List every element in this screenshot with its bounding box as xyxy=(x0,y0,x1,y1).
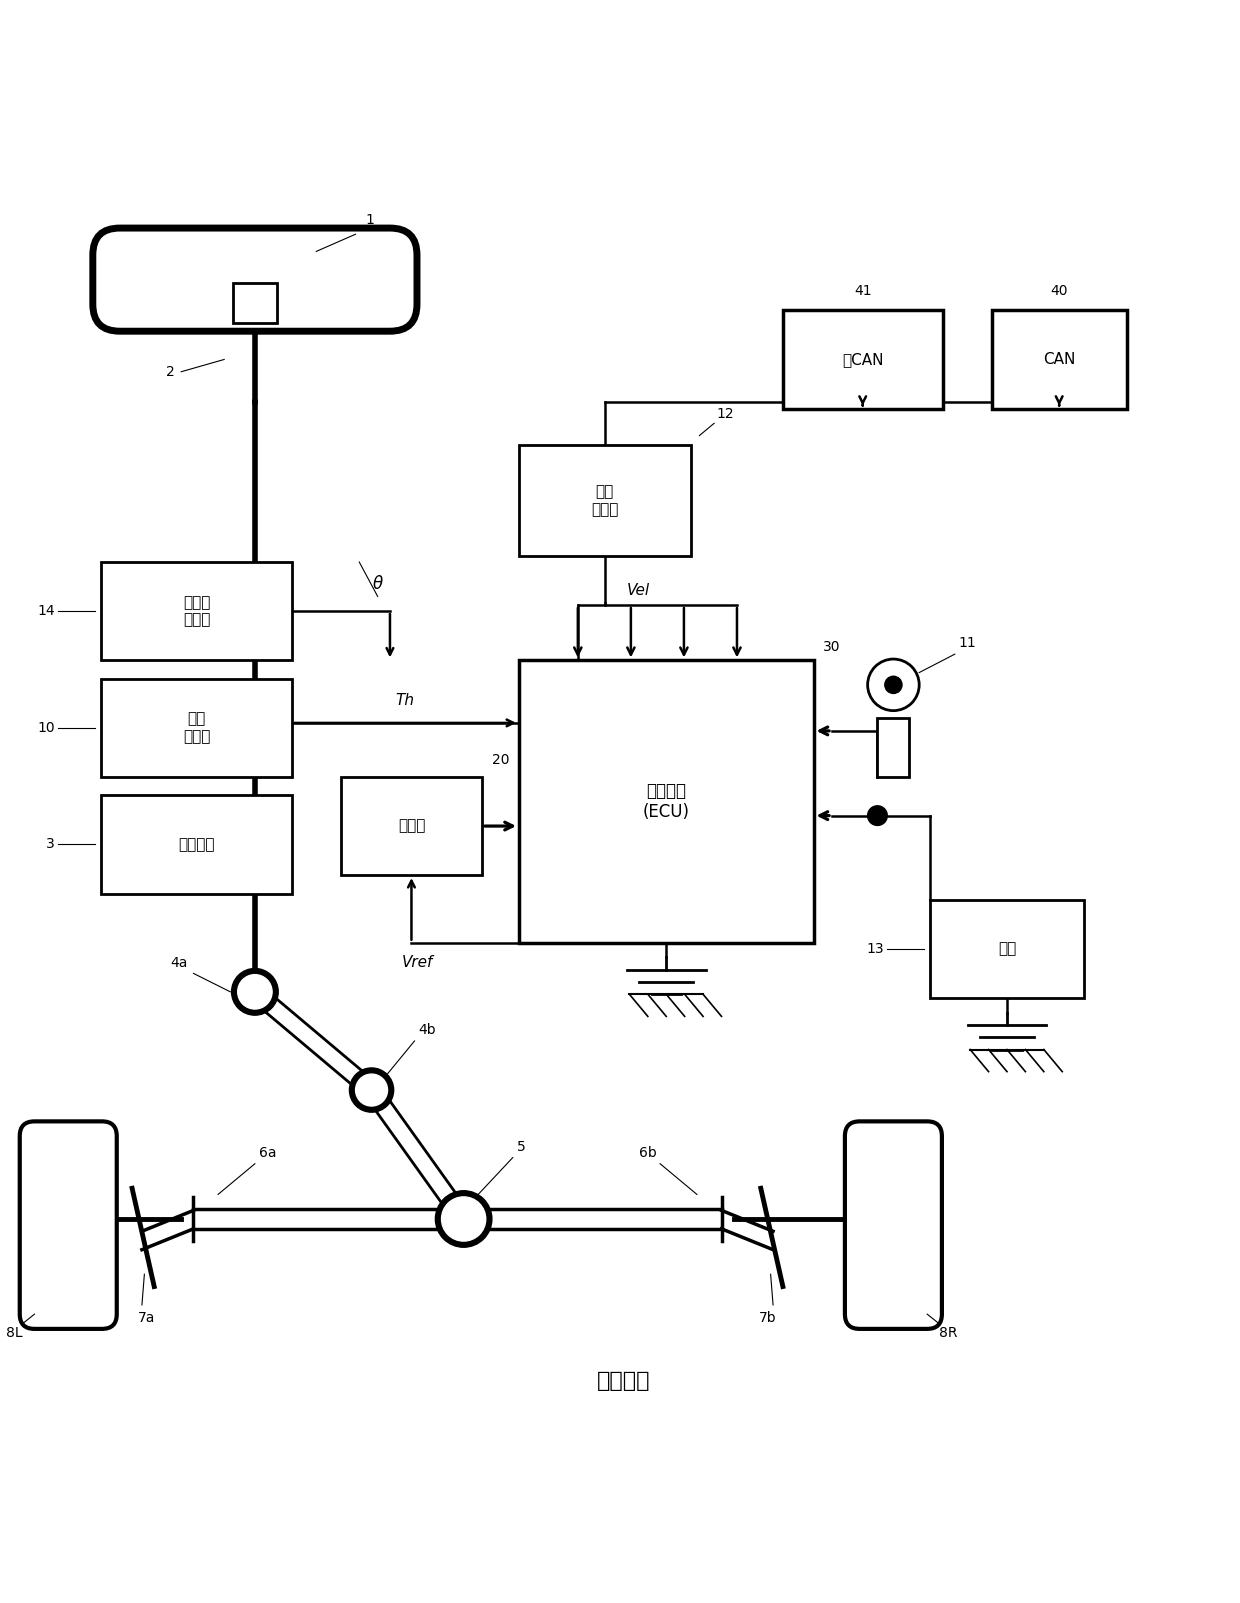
Text: 2: 2 xyxy=(166,365,175,378)
Circle shape xyxy=(232,968,278,1015)
Circle shape xyxy=(238,975,272,1008)
Circle shape xyxy=(885,676,901,694)
Circle shape xyxy=(350,1068,393,1112)
Bar xyxy=(992,311,1127,409)
Circle shape xyxy=(356,1074,388,1106)
Circle shape xyxy=(435,1191,492,1247)
Text: 7a: 7a xyxy=(138,1311,155,1326)
Text: 扭矩
传感器: 扭矩 传感器 xyxy=(182,712,211,744)
Text: Vel: Vel xyxy=(627,583,650,598)
Bar xyxy=(930,899,1084,999)
Bar xyxy=(102,678,291,777)
Bar xyxy=(518,446,691,556)
Text: 30: 30 xyxy=(823,640,841,654)
Text: 6a: 6a xyxy=(259,1146,277,1161)
Bar xyxy=(518,660,813,943)
Text: 电池: 电池 xyxy=(998,941,1016,957)
Bar xyxy=(341,777,482,875)
Text: Th: Th xyxy=(396,692,415,709)
Text: CAN: CAN xyxy=(1043,353,1075,367)
Text: 电动机: 电动机 xyxy=(398,819,425,834)
Text: 4b: 4b xyxy=(418,1023,435,1037)
Text: 控制单元
(ECU): 控制单元 (ECU) xyxy=(642,782,689,821)
Text: 非CAN: 非CAN xyxy=(842,353,883,367)
Bar xyxy=(102,795,291,893)
Text: 4a: 4a xyxy=(170,955,187,970)
Text: 6b: 6b xyxy=(639,1146,656,1161)
Text: 减速齿轮: 减速齿轮 xyxy=(179,837,215,851)
Text: 1: 1 xyxy=(366,213,374,228)
Text: 13: 13 xyxy=(866,943,884,955)
Text: 11: 11 xyxy=(959,636,976,651)
Text: 5: 5 xyxy=(516,1140,526,1154)
Text: 14: 14 xyxy=(37,604,55,619)
Circle shape xyxy=(441,1197,486,1241)
Bar xyxy=(782,311,942,409)
Bar xyxy=(878,718,909,777)
Text: 转向角
传感器: 转向角 传感器 xyxy=(182,595,211,627)
Text: 12: 12 xyxy=(717,407,734,422)
FancyBboxPatch shape xyxy=(93,228,417,332)
Bar xyxy=(233,284,277,322)
Text: 3: 3 xyxy=(46,837,55,851)
Text: 20: 20 xyxy=(492,753,510,768)
Circle shape xyxy=(868,659,919,710)
Circle shape xyxy=(868,806,888,826)
Text: Vref: Vref xyxy=(402,955,433,970)
Text: 8R: 8R xyxy=(940,1326,959,1340)
Text: 7b: 7b xyxy=(759,1311,776,1326)
Text: θ: θ xyxy=(373,575,383,593)
Bar xyxy=(102,563,291,660)
FancyBboxPatch shape xyxy=(844,1122,942,1329)
FancyBboxPatch shape xyxy=(20,1122,117,1329)
Text: 40: 40 xyxy=(1050,284,1068,298)
Text: 8L: 8L xyxy=(6,1326,22,1340)
Text: 车速
传感器: 车速 传感器 xyxy=(591,484,619,516)
Text: 现有技术: 现有技术 xyxy=(596,1371,650,1391)
Text: 41: 41 xyxy=(854,284,872,298)
Text: 10: 10 xyxy=(37,721,55,734)
